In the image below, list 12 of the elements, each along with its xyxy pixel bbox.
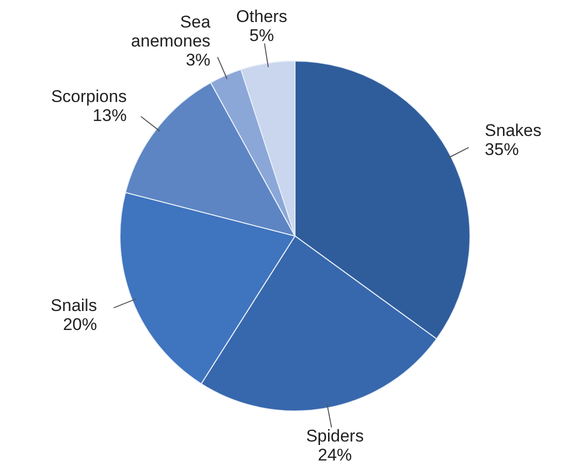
data-label: 13% [92, 106, 127, 125]
data-label: 20% [62, 314, 97, 334]
slice-label: Spiders [306, 426, 364, 446]
slice-label: Sea anemones [131, 12, 211, 51]
data-label: 35% [484, 140, 519, 159]
slice-label: Scorpions [51, 86, 127, 106]
slice-label: Snails [50, 296, 97, 315]
data-label: 24% [318, 446, 352, 464]
data-label: 3% [186, 50, 210, 70]
data-label: 5% [249, 26, 274, 46]
slice-label: Others [236, 7, 288, 26]
slice-label: Snakes [484, 120, 542, 140]
